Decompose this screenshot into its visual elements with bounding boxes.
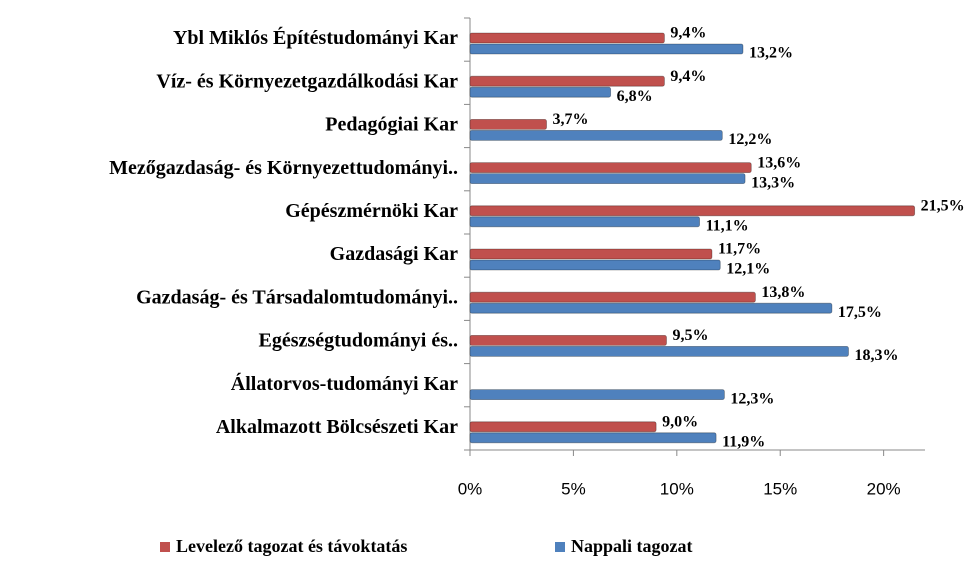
bar — [469, 334, 667, 346]
legend-swatch — [160, 542, 170, 552]
data-label: 13,8% — [761, 284, 805, 301]
legend-label: Levelező tagozat és távoktatás — [176, 536, 407, 556]
bar — [469, 302, 833, 314]
data-label: 9,0% — [662, 413, 698, 430]
data-label: 9,4% — [670, 68, 706, 85]
bar — [469, 86, 612, 98]
y-tick-label: Gépészmérnöki Kar — [285, 200, 458, 222]
bar — [469, 162, 752, 174]
data-label: 6,8% — [617, 88, 653, 105]
x-tick-label: 15% — [763, 479, 797, 498]
x-tick-label: 20% — [867, 479, 901, 498]
x-tick-label: 5% — [561, 479, 586, 498]
bar — [469, 291, 756, 303]
data-label: 9,4% — [670, 25, 706, 42]
y-tick-label: Mezőgazdaság- és Környezettudományi.. — [109, 157, 458, 179]
data-label: 12,3% — [730, 390, 774, 407]
legend-label: Nappali tagozat — [571, 536, 693, 556]
bar — [469, 216, 700, 228]
y-tick-label: Gazdasági Kar — [330, 243, 458, 265]
x-tick-label: 10% — [660, 479, 694, 498]
bar — [469, 119, 547, 130]
bar — [469, 32, 665, 44]
y-tick-label: Állatorvos-tudományi Kar — [231, 372, 458, 395]
data-label: 13,2% — [749, 45, 793, 62]
data-label: 17,5% — [838, 304, 882, 321]
bar — [469, 248, 713, 260]
y-tick-label: Ybl Miklós Építéstudományi Kar — [173, 26, 458, 49]
data-label: 11,9% — [722, 433, 765, 450]
bar — [469, 75, 665, 87]
y-tick-label: Egészségtudományi és.. — [259, 330, 458, 352]
bar — [469, 432, 717, 444]
bar — [469, 129, 723, 141]
bar — [469, 389, 725, 401]
data-label: 13,6% — [757, 154, 801, 171]
data-label: 18,3% — [854, 347, 898, 364]
bar — [469, 345, 849, 357]
data-label: 9,5% — [672, 327, 708, 344]
data-label: 13,3% — [751, 174, 795, 191]
bar — [469, 259, 721, 271]
y-tick-label: Pedagógiai Kar — [325, 114, 458, 136]
legend-swatch — [555, 542, 565, 552]
y-tick-label: Alkalmazott Bölcsészeti Kar — [216, 416, 458, 438]
data-label: 12,1% — [726, 261, 770, 278]
y-tick-label: Gazdaság- és Társadalomtudományi.. — [136, 286, 458, 308]
bar — [469, 205, 916, 217]
y-tick-label: Víz- és Környezetgazdálkodási Kar — [156, 70, 458, 92]
data-label: 11,7% — [718, 241, 761, 258]
data-label: 12,2% — [728, 131, 772, 148]
x-tick-label: 0% — [458, 479, 483, 498]
bar — [469, 173, 746, 185]
bar — [469, 421, 657, 433]
data-label: 3,7% — [553, 111, 589, 128]
data-label: 21,5% — [921, 197, 965, 214]
bar — [469, 43, 744, 55]
data-label: 11,1% — [706, 217, 749, 234]
